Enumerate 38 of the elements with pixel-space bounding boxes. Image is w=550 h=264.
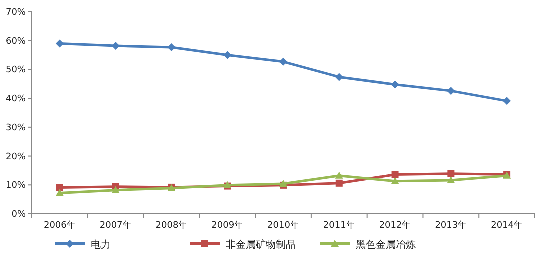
point	[447, 176, 456, 184]
x-tick-label: 2007年	[100, 220, 132, 231]
point	[168, 43, 176, 52]
point	[56, 189, 64, 196]
x-tick-label: 2010年	[268, 220, 300, 231]
point	[391, 80, 400, 89]
x-tick-label: 2014年	[491, 220, 524, 231]
x-tick-label: 2009年	[212, 220, 244, 231]
x-tick-label: 2006年	[44, 220, 76, 231]
point	[335, 73, 344, 82]
point	[448, 170, 455, 178]
point	[503, 97, 512, 106]
y-tick-label: 60%	[6, 36, 26, 47]
point	[336, 180, 343, 187]
y-tick-label: 30%	[6, 123, 26, 134]
x-tick-label: 2012年	[379, 220, 412, 231]
x-tick-label: 2013年	[435, 220, 468, 231]
point	[447, 87, 456, 96]
y-tick-label: 20%	[6, 152, 26, 162]
y-tick-label: 70%	[6, 8, 26, 18]
legend-label: 黑色金属冶炼	[356, 239, 416, 251]
point	[335, 172, 344, 179]
y-tick-label: 10%	[6, 181, 26, 192]
x-tick-label: 2008年	[156, 220, 188, 231]
legend-label: 电力	[91, 239, 111, 251]
point	[56, 184, 64, 192]
y-tick-label: 40%	[6, 94, 26, 105]
y-tick-label: 0%	[12, 210, 26, 220]
point	[56, 40, 64, 48]
point	[224, 51, 232, 60]
legend-label: 非金属矿物制品	[226, 239, 296, 251]
point	[280, 58, 288, 66]
y-tick-label: 50%	[6, 66, 26, 76]
x-tick-label: 2011年	[323, 220, 356, 231]
point	[112, 42, 120, 50]
point	[391, 177, 400, 184]
point	[112, 186, 120, 194]
point	[392, 171, 399, 178]
